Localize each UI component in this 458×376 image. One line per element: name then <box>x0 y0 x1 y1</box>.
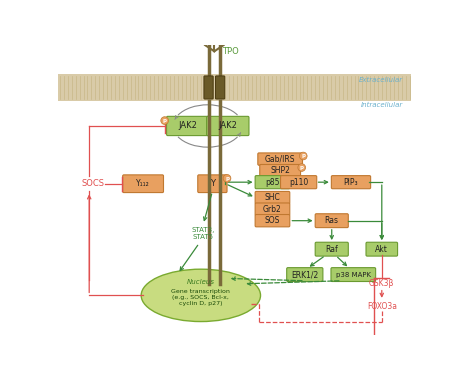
Text: JAK2: JAK2 <box>218 121 237 130</box>
Text: STAT3,
STAT5: STAT3, STAT5 <box>191 227 215 240</box>
Text: Y₁₁₂: Y₁₁₂ <box>136 179 150 188</box>
FancyBboxPatch shape <box>281 176 317 189</box>
Text: p85: p85 <box>265 178 280 186</box>
FancyBboxPatch shape <box>198 175 227 193</box>
Text: SHC: SHC <box>265 193 280 202</box>
Text: GSK3β: GSK3β <box>369 279 394 288</box>
Text: JAK2: JAK2 <box>178 121 197 130</box>
Text: Gab/IRS: Gab/IRS <box>265 155 295 164</box>
Text: SHP2: SHP2 <box>270 166 290 175</box>
Text: Intracellular: Intracellular <box>361 102 403 108</box>
FancyBboxPatch shape <box>260 164 300 177</box>
FancyBboxPatch shape <box>287 268 323 282</box>
Text: p: p <box>163 118 167 123</box>
FancyBboxPatch shape <box>331 176 371 189</box>
FancyBboxPatch shape <box>255 176 290 189</box>
FancyBboxPatch shape <box>315 242 348 256</box>
Ellipse shape <box>141 269 261 321</box>
Circle shape <box>300 152 307 160</box>
FancyBboxPatch shape <box>167 116 209 136</box>
Bar <box>59 74 411 100</box>
Text: Extracellular: Extracellular <box>359 77 403 83</box>
Text: p: p <box>301 153 305 159</box>
Text: p110: p110 <box>289 178 308 186</box>
Text: FOXO3a: FOXO3a <box>367 302 397 311</box>
FancyBboxPatch shape <box>207 116 249 136</box>
FancyBboxPatch shape <box>258 153 302 165</box>
Text: p: p <box>225 176 229 181</box>
Text: Ras: Ras <box>325 216 339 225</box>
FancyBboxPatch shape <box>255 203 290 215</box>
Text: Grb2: Grb2 <box>263 205 282 214</box>
FancyBboxPatch shape <box>204 76 213 99</box>
FancyBboxPatch shape <box>255 215 290 227</box>
Text: p: p <box>300 165 304 170</box>
FancyBboxPatch shape <box>331 268 376 282</box>
Text: Raf: Raf <box>325 245 338 254</box>
Text: PIP₃: PIP₃ <box>344 178 358 186</box>
Text: Nucleus: Nucleus <box>187 279 215 285</box>
FancyBboxPatch shape <box>315 214 348 227</box>
FancyBboxPatch shape <box>215 76 225 99</box>
Text: TPO: TPO <box>222 47 239 56</box>
FancyBboxPatch shape <box>123 175 164 193</box>
Text: Y: Y <box>210 179 215 188</box>
Text: SOS: SOS <box>265 216 280 225</box>
FancyBboxPatch shape <box>366 242 398 256</box>
Text: Akt: Akt <box>376 245 388 254</box>
FancyBboxPatch shape <box>255 191 290 204</box>
Text: p38 MAPK: p38 MAPK <box>336 271 371 277</box>
Circle shape <box>161 117 169 124</box>
Text: Gene transcription
(e.g., SOCS, Bcl-x,
cyclin D, p27): Gene transcription (e.g., SOCS, Bcl-x, c… <box>171 290 230 306</box>
Text: ERK1/2: ERK1/2 <box>291 270 318 279</box>
Text: SOCS: SOCS <box>82 179 104 188</box>
Circle shape <box>223 174 231 182</box>
Circle shape <box>298 164 305 171</box>
